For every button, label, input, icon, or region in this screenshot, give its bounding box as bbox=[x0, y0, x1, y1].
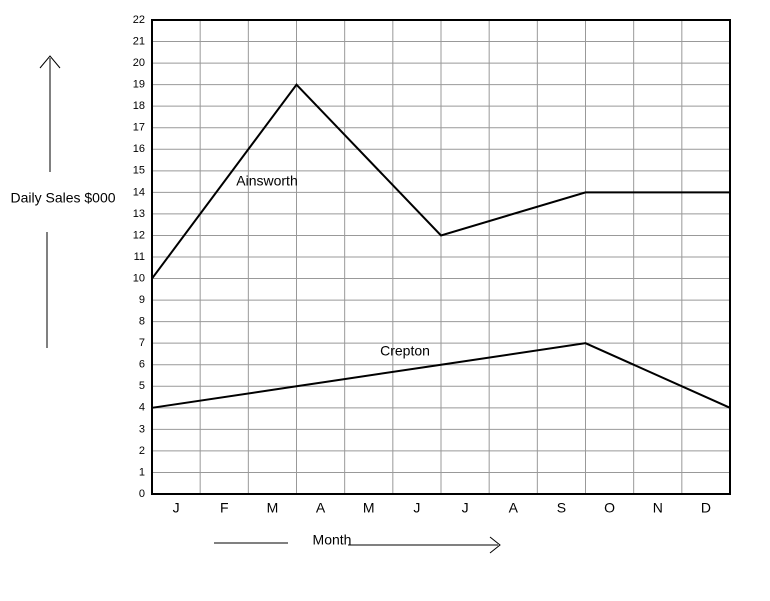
y-tick-label: 5 bbox=[139, 380, 145, 392]
y-tick-label: 3 bbox=[139, 423, 145, 435]
series-label: Ainsworth bbox=[236, 173, 297, 189]
x-tick-label: J bbox=[413, 500, 420, 516]
series-label: Crepton bbox=[380, 343, 430, 359]
y-tick-label: 7 bbox=[139, 337, 145, 349]
x-tick-label: J bbox=[462, 500, 469, 516]
x-tick-label: A bbox=[316, 500, 326, 516]
y-tick-label: 12 bbox=[133, 229, 145, 241]
y-tick-label: 17 bbox=[133, 122, 145, 134]
x-tick-label: A bbox=[509, 500, 519, 516]
series-line bbox=[151, 83, 730, 280]
y-arrow bbox=[39, 55, 61, 348]
x-axis-label: Month bbox=[313, 532, 352, 548]
y-tick-label: 22 bbox=[133, 14, 145, 26]
x-tick-label: J bbox=[173, 500, 180, 516]
y-tick-label: 19 bbox=[133, 79, 145, 91]
y-tick-label: 16 bbox=[133, 143, 145, 155]
y-tick-label: 1 bbox=[139, 466, 145, 478]
x-tick-label: N bbox=[653, 500, 663, 516]
y-tick-label: 0 bbox=[139, 488, 145, 500]
y-tick-label: 20 bbox=[133, 57, 145, 69]
series-line bbox=[151, 342, 731, 409]
y-tick-label: 8 bbox=[139, 316, 145, 328]
y-axis-label: Daily Sales $000 bbox=[10, 190, 115, 206]
y-tick-label: 6 bbox=[139, 359, 145, 371]
y-tick-label: 10 bbox=[133, 272, 145, 284]
y-tick-label: 21 bbox=[133, 35, 145, 47]
x-arrow bbox=[214, 536, 501, 554]
x-tick-label: D bbox=[701, 500, 711, 516]
y-tick-label: 2 bbox=[139, 445, 145, 457]
x-tick-label: F bbox=[220, 500, 229, 516]
x-tick-label: M bbox=[267, 500, 279, 516]
y-tick-label: 11 bbox=[134, 251, 145, 263]
y-tick-label: 9 bbox=[139, 294, 145, 306]
y-tick-label: 14 bbox=[133, 186, 145, 198]
y-tick-label: 13 bbox=[133, 208, 145, 220]
x-tick-label: S bbox=[557, 500, 566, 516]
x-tick-label: O bbox=[604, 500, 615, 516]
y-tick-label: 15 bbox=[133, 165, 145, 177]
x-tick-label: M bbox=[363, 500, 375, 516]
y-tick-label: 4 bbox=[139, 402, 145, 414]
plot-frame bbox=[151, 19, 731, 495]
y-tick-label: 18 bbox=[133, 100, 145, 112]
